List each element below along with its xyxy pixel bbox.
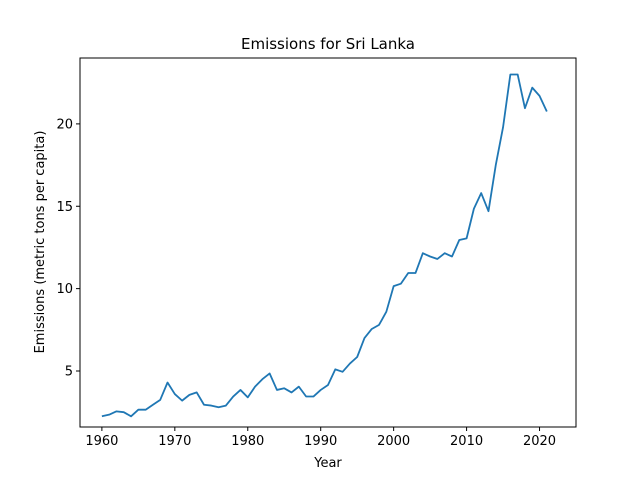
chart-title: Emissions for Sri Lanka — [241, 35, 415, 53]
y-tick-label: 10 — [56, 282, 73, 297]
y-tick-label: 20 — [56, 117, 73, 132]
x-tick-label: 2020 — [523, 434, 556, 449]
x-tick-label: 2010 — [450, 434, 483, 449]
x-tick-label: 1990 — [304, 434, 337, 449]
x-axis-title: Year — [313, 456, 342, 471]
x-tick-label: 2000 — [377, 434, 410, 449]
x-tick-label: 1970 — [158, 434, 191, 449]
plot-area — [79, 57, 577, 428]
emissions-line — [101, 73, 548, 418]
y-tick-label: 5 — [65, 364, 73, 379]
x-axis: 1960 1970 1980 1990 2000 2010 2020 — [85, 427, 556, 449]
y-axis: 5 10 15 20 — [56, 117, 80, 379]
x-tick-label: 1980 — [231, 434, 264, 449]
x-tick-label: 1960 — [85, 434, 118, 449]
y-tick-label: 15 — [56, 200, 73, 215]
y-axis-title: Emissions (metric tons per capita) — [33, 131, 48, 354]
